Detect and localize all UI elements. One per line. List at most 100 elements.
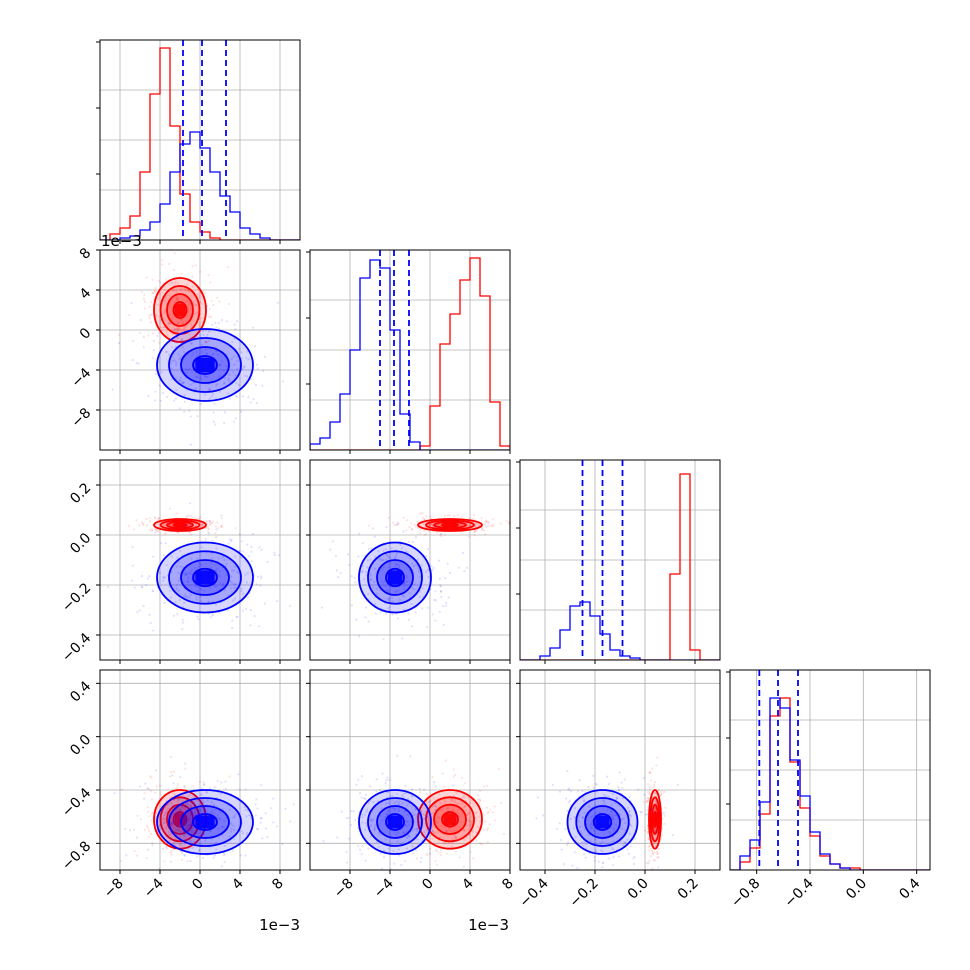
- scatter-point: [646, 797, 649, 800]
- scatter-point: [244, 788, 247, 791]
- scatter-point: [220, 360, 224, 363]
- scatter-point: [155, 829, 158, 832]
- scatter-point: [245, 581, 248, 584]
- scatter-point: [657, 788, 660, 791]
- scatter-point: [381, 581, 384, 584]
- scatter-point: [461, 814, 464, 818]
- scatter-point: [209, 315, 213, 319]
- scatter-point: [153, 791, 157, 794]
- scatter-point: [187, 826, 190, 829]
- scatter-point: [175, 565, 178, 568]
- scatter-point: [440, 849, 443, 852]
- scatter-point: [175, 280, 178, 283]
- scatter-point: [188, 823, 191, 826]
- panel-2-1: [306, 459, 511, 664]
- scatter-point: [175, 297, 178, 300]
- scatter-point: [138, 524, 141, 527]
- scatter-point: [131, 579, 134, 582]
- scatter-point: [207, 389, 211, 392]
- scatter-point: [164, 310, 167, 313]
- scatter-point: [206, 376, 209, 379]
- scatter-point: [225, 816, 228, 820]
- scatter-point: [181, 845, 184, 848]
- scatter-point: [628, 814, 631, 817]
- scatter-point: [486, 812, 489, 815]
- scatter-point: [396, 831, 399, 834]
- scatter-point: [179, 331, 182, 334]
- scatter-point: [200, 302, 204, 305]
- scatter-point: [384, 815, 387, 819]
- scatter-point: [655, 842, 658, 845]
- scatter-point: [113, 792, 116, 795]
- scatter-point: [650, 849, 654, 853]
- scatter-point: [165, 331, 168, 334]
- scatter-point: [258, 546, 261, 549]
- panel-frame: [519, 459, 721, 661]
- y-tick-label: −8: [68, 405, 94, 431]
- scatter-point: [213, 803, 216, 806]
- scatter-point: [583, 800, 586, 803]
- scatter-point: [210, 800, 213, 804]
- scatter-point: [208, 330, 211, 334]
- scatter-point: [620, 872, 622, 874]
- scatter-point: [414, 849, 417, 852]
- scatter-point: [217, 611, 221, 615]
- scatter-point: [224, 411, 227, 414]
- scatter-point: [435, 805, 438, 808]
- contour-series-0: [166, 521, 194, 529]
- scatter-point: [187, 820, 190, 823]
- scatter-point: [243, 805, 246, 809]
- scatter-point: [259, 821, 262, 825]
- scatter-point: [384, 585, 387, 588]
- scatter-point: [209, 397, 212, 400]
- scatter-point: [499, 522, 502, 525]
- scatter-point: [405, 574, 408, 578]
- scatter-point: [165, 278, 168, 281]
- scatter-point: [374, 824, 377, 827]
- scatter-point: [164, 298, 167, 301]
- scatter-point: [458, 856, 461, 859]
- scatter-point: [207, 274, 210, 277]
- scatter-point: [412, 565, 415, 568]
- scatter-point: [159, 784, 162, 787]
- scatter-point: [624, 841, 627, 844]
- scatter-point: [149, 321, 153, 324]
- scatter-point: [221, 555, 224, 559]
- histogram-series-1: [100, 131, 300, 240]
- scatter-point: [379, 814, 382, 818]
- panel-plot-area: [310, 670, 510, 870]
- scatter-point: [188, 531, 192, 534]
- scatter-point: [204, 538, 207, 541]
- scatter-point: [632, 862, 636, 866]
- scatter-point: [559, 838, 563, 842]
- scatter-point: [405, 529, 408, 532]
- scatter-point: [106, 585, 109, 588]
- scatter-point: [452, 795, 456, 798]
- scatter-point: [373, 826, 376, 830]
- scatter-point: [170, 821, 173, 824]
- scatter-point: [233, 838, 236, 841]
- scatter-point: [187, 825, 191, 828]
- scatter-point: [228, 808, 231, 811]
- scatter-point: [421, 607, 424, 610]
- scatter-point: [200, 793, 203, 796]
- scatter-point: [384, 838, 387, 841]
- scatter-point: [214, 423, 217, 426]
- panel-3-0: −0.8−0.40.00.4−8 −4 0 4 8: [59, 669, 301, 901]
- scatter-point: [164, 542, 167, 545]
- scatter-point: [189, 839, 192, 843]
- scatter-point: [620, 781, 623, 784]
- scatter-point: [565, 797, 568, 800]
- scatter-point: [411, 788, 414, 791]
- scatter-point: [154, 517, 157, 520]
- scatter-point: [442, 623, 445, 627]
- scatter-point: [175, 327, 178, 330]
- scatter-point: [371, 527, 375, 530]
- scatter-point: [448, 514, 451, 517]
- scatter-point: [185, 573, 188, 576]
- scatter-point: [654, 791, 657, 795]
- scatter-point: [446, 562, 449, 565]
- scatter-point: [161, 391, 164, 395]
- scatter-point: [252, 532, 255, 536]
- scatter-point: [440, 595, 443, 599]
